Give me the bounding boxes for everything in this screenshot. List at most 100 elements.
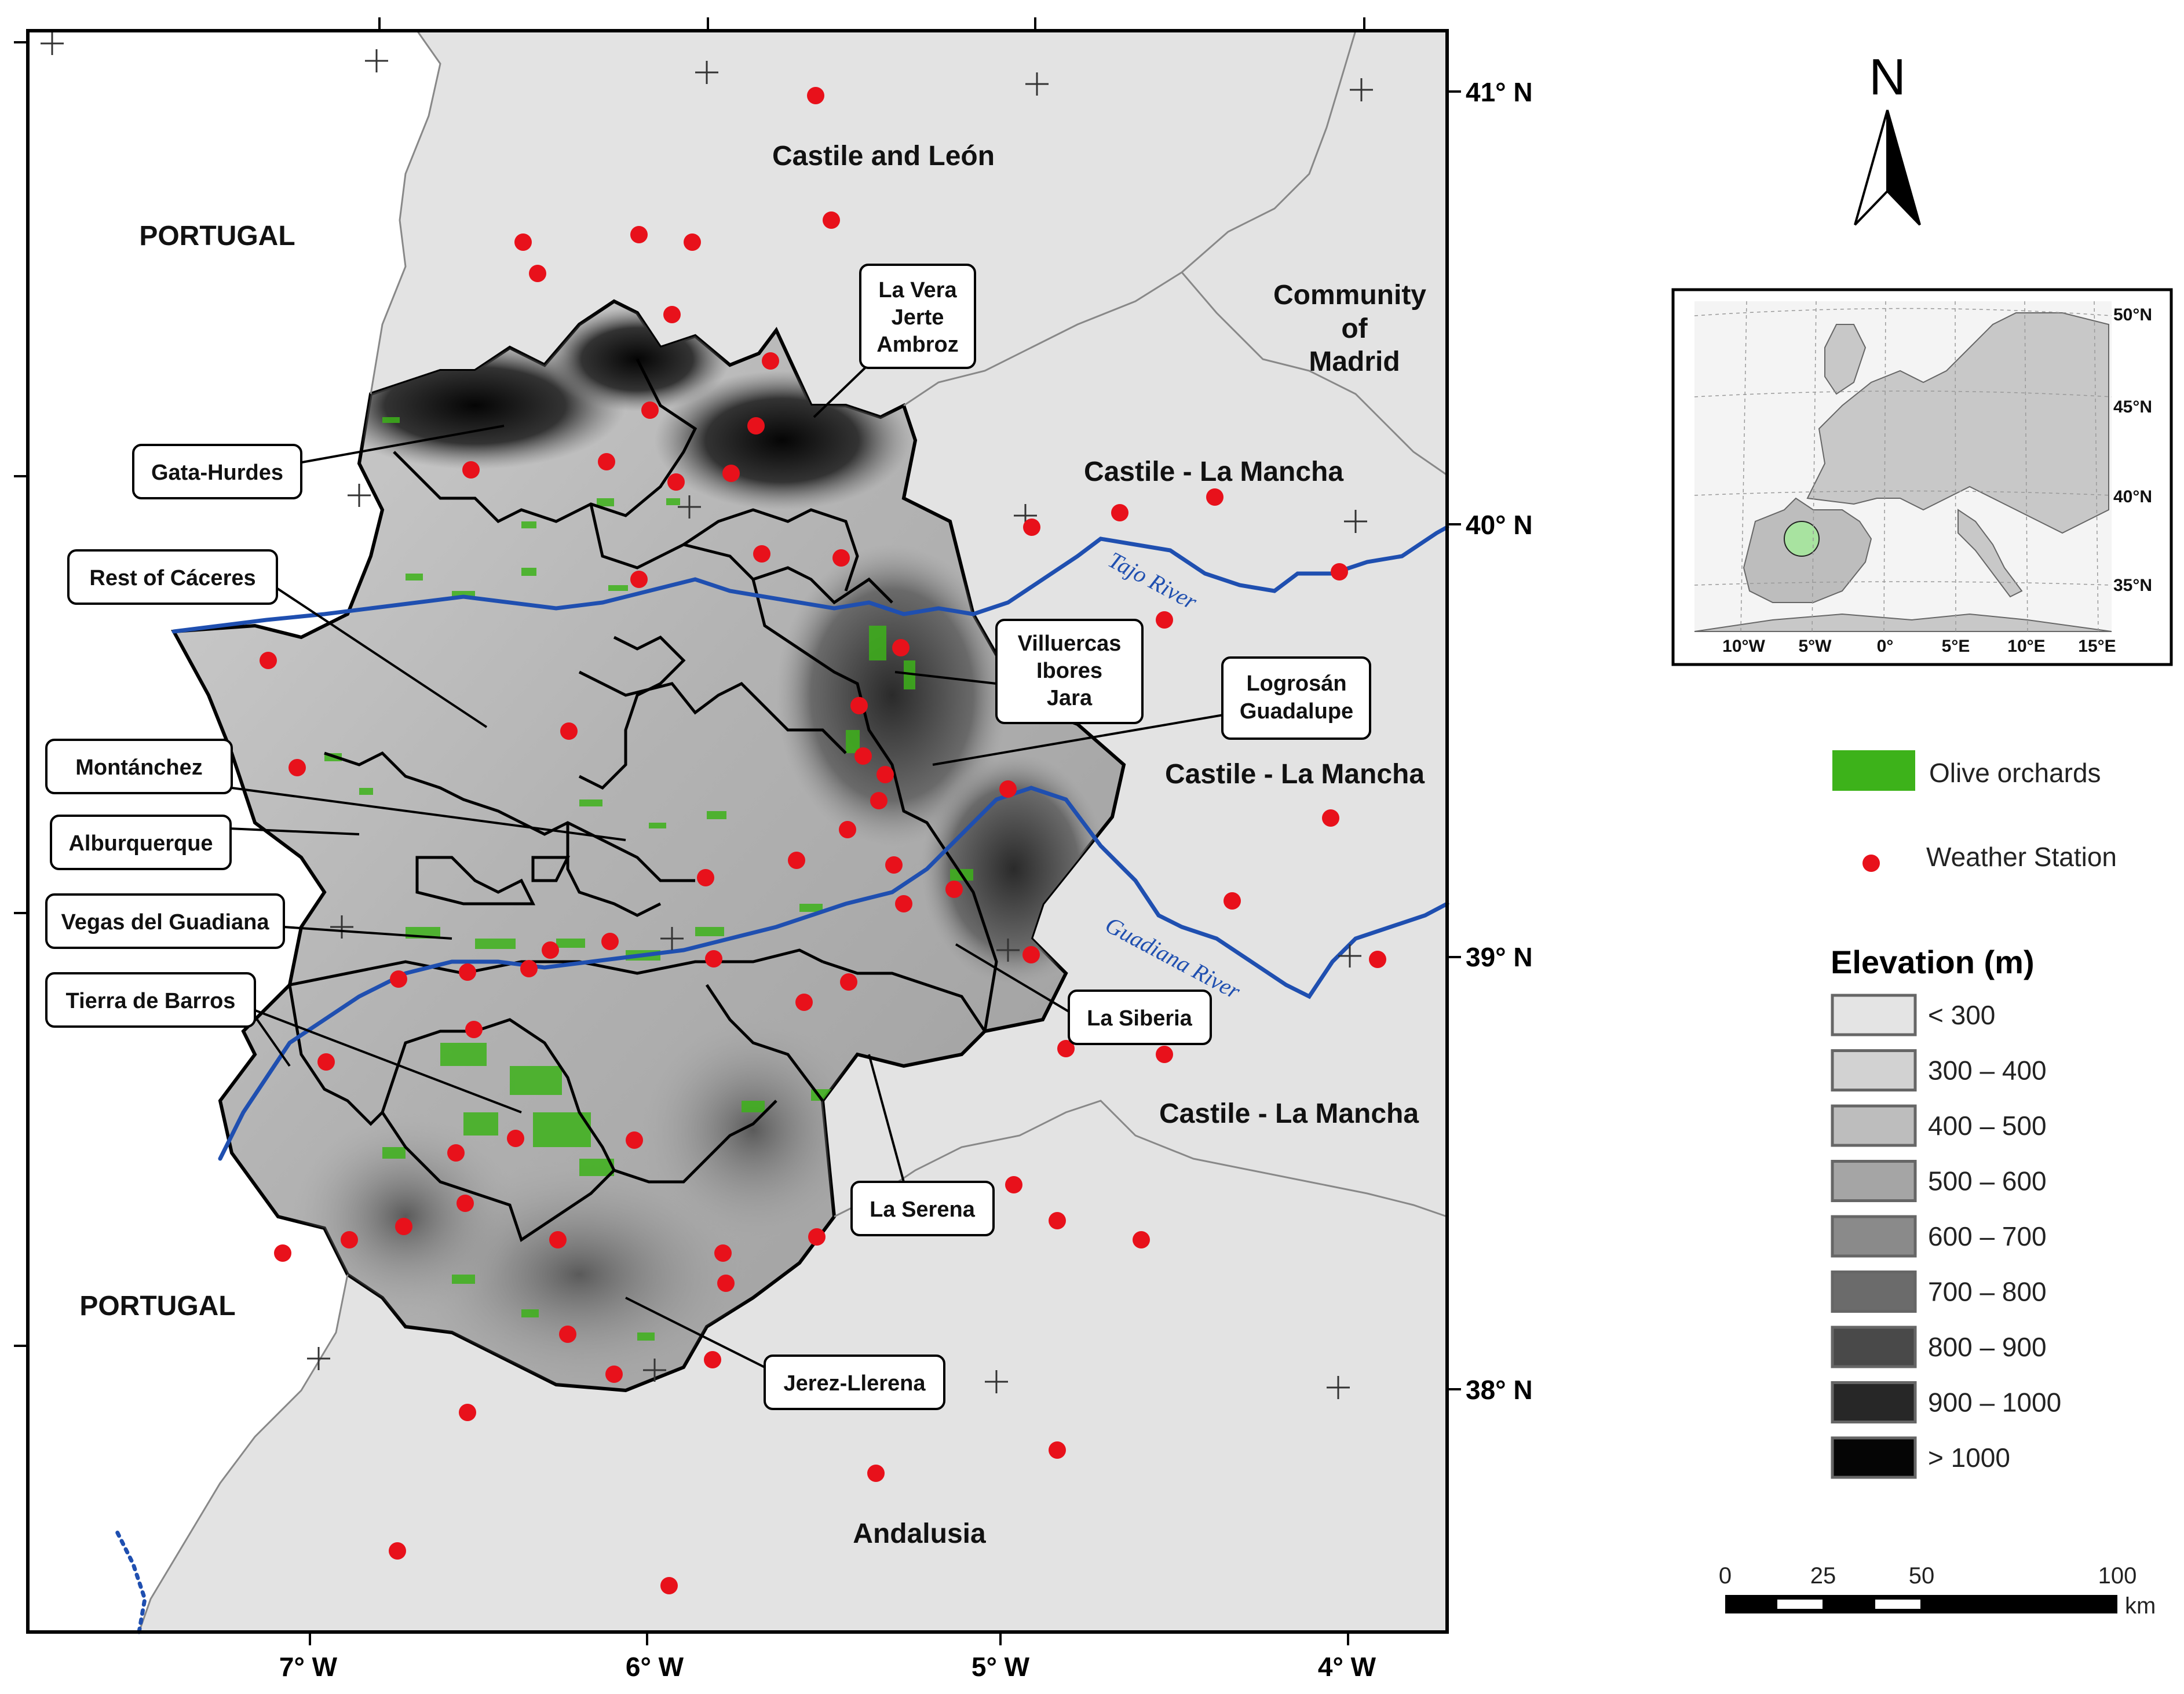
weather-stations xyxy=(260,87,1386,1594)
weather-station-dot xyxy=(1022,946,1040,963)
weather-station-dot xyxy=(389,1542,406,1560)
weather-station-label: Weather Station xyxy=(1926,842,2117,872)
weather-station-dot xyxy=(560,722,578,740)
weather-station-dot xyxy=(850,697,868,714)
weather-station-dot xyxy=(462,461,480,479)
castile-la-mancha-label-2: Castile - La Mancha xyxy=(1165,759,1425,790)
weather-station-dot xyxy=(717,1275,735,1292)
weather-station-dot xyxy=(1049,1212,1066,1229)
scale-tick-25: 25 xyxy=(1810,1563,1836,1589)
terrain-shading xyxy=(290,307,1106,1390)
inset-lon-0: 0° xyxy=(1877,637,1894,656)
weather-station-dot xyxy=(697,869,714,886)
elevation-class-label: 900 – 1000 xyxy=(1928,1388,2061,1418)
scale-tick-50: 50 xyxy=(1909,1563,1935,1589)
frame-ticks xyxy=(14,17,1461,1645)
weather-station-dot xyxy=(598,453,615,470)
gata-label: Gata-Hurdes xyxy=(151,461,283,485)
north-arrow-label: N xyxy=(1869,48,1906,105)
scale-tick-0: 0 xyxy=(1719,1563,1732,1589)
weather-station-dot xyxy=(390,970,407,988)
north-arrow: N xyxy=(1854,48,1921,226)
lavera-label-1: La Vera xyxy=(878,278,957,302)
label-vegas: Vegas del Guadiana xyxy=(45,893,285,949)
weather-station-dot xyxy=(945,881,963,898)
elevation-swatch xyxy=(1831,1381,1917,1423)
weather-station-dot xyxy=(832,549,850,567)
elevation-class-label: 800 – 900 xyxy=(1928,1332,2047,1362)
scale-tick-100: 100 xyxy=(2098,1563,2137,1589)
lat-label-38: 38° N xyxy=(1466,1375,1533,1405)
tajo-river-line xyxy=(171,525,1449,634)
weather-station-dot xyxy=(630,571,648,588)
elevation-swatch xyxy=(1831,1049,1917,1091)
portugal-south-label: PORTUGAL xyxy=(79,1291,235,1321)
elevation-swatch xyxy=(1831,1160,1917,1202)
weather-station-dot xyxy=(1005,1176,1022,1193)
label-serena: La Serena xyxy=(850,1181,995,1236)
alburquerque-label: Alburquerque xyxy=(68,831,213,856)
inset-lat-40: 40°N xyxy=(2113,487,2152,506)
lon-label-6w: 6° W xyxy=(626,1652,684,1682)
label-gata: Gata-Hurdes xyxy=(132,444,302,499)
madrid-label-2: of xyxy=(1341,313,1368,344)
lavera-label-2: Jerte xyxy=(892,305,944,330)
weather-station-dot xyxy=(823,211,840,229)
weather-station-dot xyxy=(341,1231,358,1248)
label-alburquerque: Alburquerque xyxy=(50,815,232,870)
portugal-north-label: PORTUGAL xyxy=(139,221,295,251)
weather-station-dot xyxy=(465,1021,483,1038)
weather-station-dot xyxy=(601,933,619,950)
castile-leon-label: Castile and León xyxy=(772,141,995,171)
olive-orchards-swatch xyxy=(1832,750,1915,791)
weather-station-dot xyxy=(529,265,546,282)
inset-africa xyxy=(1694,613,2112,632)
lavera-label-3: Ambroz xyxy=(876,333,958,357)
legend: Olive orchards Weather Station Elevation… xyxy=(1831,750,2117,1479)
weather-station-dot xyxy=(1369,951,1386,968)
weather-station-dot xyxy=(447,1144,465,1162)
weather-station-dot xyxy=(260,652,277,669)
castile-la-mancha-label-1: Castile - La Mancha xyxy=(1084,457,1343,487)
inset-lon-10w: 10°W xyxy=(1722,637,1765,656)
elevation-class-label: < 300 xyxy=(1928,1000,1995,1030)
lon-label-7w: 7° W xyxy=(279,1652,338,1682)
weather-station-dot xyxy=(641,401,659,419)
portugal-river-line xyxy=(114,1527,147,1634)
weather-station-dot xyxy=(895,895,912,912)
lat-label-41: 41° N xyxy=(1466,77,1533,107)
inset-lon-5e: 5°E xyxy=(1942,637,1970,656)
elevation-swatch xyxy=(1831,1215,1917,1258)
inset-lon-10e: 10°E xyxy=(2007,637,2045,656)
weather-station-dot xyxy=(1156,1046,1173,1063)
label-logrosan: Logrosán Guadalupe xyxy=(1221,656,1371,740)
weather-station-dot xyxy=(1322,809,1339,827)
elevation-swatch xyxy=(1831,994,1917,1036)
weather-station-dot xyxy=(626,1131,643,1149)
weather-station-dot xyxy=(549,1231,567,1248)
andalusia-label: Andalusia xyxy=(853,1518,986,1549)
weather-station-dot xyxy=(1049,1441,1066,1459)
weather-station-dot xyxy=(1111,504,1128,521)
elevation-swatch xyxy=(1831,1436,1917,1479)
weather-station-dot xyxy=(520,960,538,977)
weather-station-dot xyxy=(1023,519,1040,536)
label-jerez: Jerez-Llerena xyxy=(764,1355,945,1410)
castile-la-mancha-label-3: Castile - La Mancha xyxy=(1159,1098,1419,1129)
elevation-class-label: 300 – 400 xyxy=(1928,1056,2047,1086)
elevation-class-label: 400 – 500 xyxy=(1928,1111,2047,1141)
logrosan-label-2: Guadalupe xyxy=(1240,699,1353,724)
elevation-title: Elevation (m) xyxy=(1831,944,2035,980)
weather-station-dot xyxy=(747,417,765,435)
weather-station-dot xyxy=(459,963,476,981)
elevation-classes: < 300 300 – 400 400 – 500 500 – 600 600 – 70… xyxy=(1831,994,2061,1479)
elevation-class-label: > 1000 xyxy=(1928,1443,2010,1473)
label-montanchez: Montánchez xyxy=(45,739,233,794)
weather-station-dot xyxy=(795,994,813,1011)
graticule xyxy=(41,32,1373,1399)
lat-label-39: 39° N xyxy=(1466,942,1533,972)
elevation-class-label: 600 – 700 xyxy=(1928,1221,2047,1251)
weather-station-dot xyxy=(274,1244,291,1262)
weather-station-dot xyxy=(753,545,770,563)
